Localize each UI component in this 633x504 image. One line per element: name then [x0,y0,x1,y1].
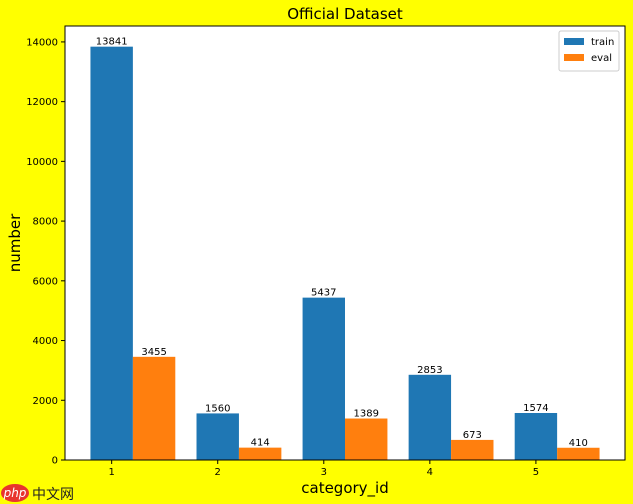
chart-title: Official Dataset [287,5,403,23]
value-label: 13841 [96,37,128,48]
bar [514,412,558,460]
legend-label: train [591,37,614,48]
bar [90,46,133,460]
legend-swatch [564,38,584,45]
legend-swatch [564,54,584,61]
value-label: 410 [569,438,588,449]
bar [196,413,239,460]
x-tick-label: 3 [321,467,327,478]
value-label: 5437 [311,288,336,299]
bar [302,297,345,460]
watermark: php 中文网 [1,484,74,503]
y-tick-label: 0 [52,456,58,467]
x-tick-label: 5 [533,467,539,478]
watermark-text: 中文网 [32,487,74,503]
y-tick-label: 10000 [26,157,58,168]
y-tick-label: 8000 [33,217,58,228]
bar [238,447,282,460]
bar [408,374,452,460]
legend: train eval [558,30,620,72]
x-axis-label: category_id [301,479,388,498]
watermark-logo: php [3,486,27,500]
y-axis-label: number [6,213,24,272]
bar [132,356,176,460]
value-label: 1389 [353,409,378,420]
watermark-logo-bg [1,484,29,502]
value-label: 673 [463,430,482,441]
legend-label: eval [591,53,612,64]
x-tick-label: 2 [215,467,221,478]
value-label: 1574 [523,403,548,414]
value-label: 2853 [417,365,442,376]
value-label: 1560 [205,403,230,414]
y-tick-label: 14000 [26,37,58,48]
y-tick-label: 6000 [33,276,58,287]
axes-frame [64,25,626,461]
y-tick-label: 4000 [33,336,58,347]
bar [345,418,388,460]
x-tick-label: 4 [427,467,433,478]
y-tick-label: 12000 [26,97,58,108]
bar [557,447,600,460]
value-label: 3455 [141,347,166,358]
x-tick-label: 1 [108,467,114,478]
y-tick-label: 2000 [33,396,58,407]
bar [451,439,494,460]
value-label: 414 [251,438,270,449]
